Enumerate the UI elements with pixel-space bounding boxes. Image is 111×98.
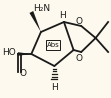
Text: H₂N: H₂N (33, 4, 50, 13)
Text: O: O (76, 54, 83, 63)
Polygon shape (18, 52, 31, 56)
FancyBboxPatch shape (46, 40, 60, 50)
Text: H: H (51, 83, 58, 93)
Text: O: O (19, 69, 26, 78)
Text: Abs: Abs (47, 42, 59, 48)
Polygon shape (29, 11, 41, 32)
Text: O: O (76, 16, 83, 25)
Text: HO: HO (2, 48, 16, 57)
Text: H: H (59, 10, 65, 20)
